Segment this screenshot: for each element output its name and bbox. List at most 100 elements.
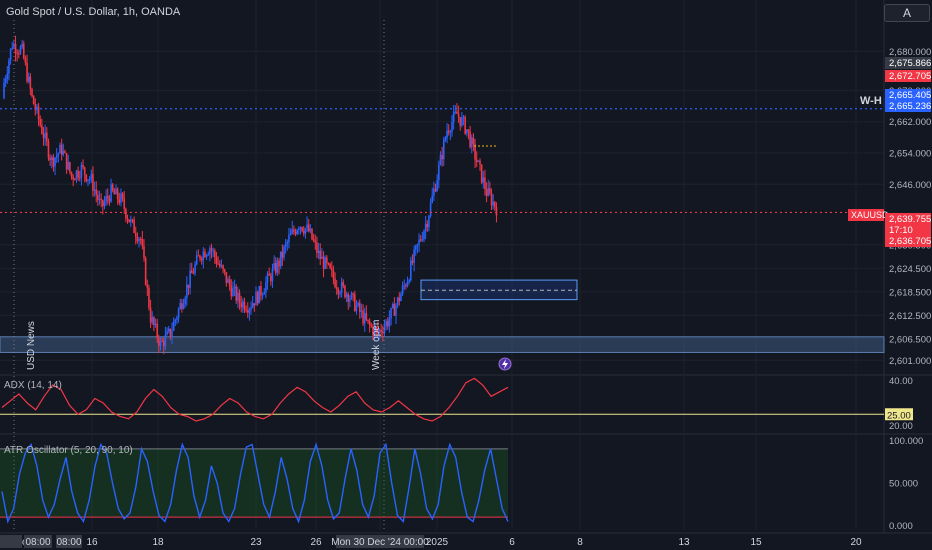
- candle-body: [184, 298, 186, 305]
- candle-body: [265, 282, 267, 293]
- candle-body: [484, 177, 486, 190]
- candle-body: [151, 317, 154, 323]
- candle-body: [200, 258, 203, 261]
- candle-body: [357, 302, 359, 306]
- candle-body: [21, 43, 23, 48]
- atr-tick-label: 100.000: [889, 436, 923, 447]
- candle-body: [477, 160, 480, 162]
- candle-body: [490, 193, 493, 206]
- candle-body: [447, 130, 450, 133]
- candle-body: [390, 307, 392, 319]
- candle-body: [307, 224, 310, 232]
- candle-body: [204, 251, 206, 258]
- price-tick-label: 2,624.500: [889, 264, 931, 275]
- atr-oscillator-pane[interactable]: 100.000 50.000 0.000: [0, 436, 923, 532]
- candle-body: [177, 308, 180, 318]
- candle-body: [189, 270, 191, 288]
- price-label: 2,672.705: [889, 71, 931, 82]
- candle-body: [298, 228, 300, 231]
- time-label-box: [56, 535, 82, 548]
- candle-body: [276, 260, 279, 273]
- candle-body: [69, 162, 71, 172]
- candle-body: [245, 309, 247, 311]
- candle-body: [54, 157, 56, 167]
- atr-band: [0, 448, 508, 518]
- candle-body: [462, 117, 465, 119]
- candle-body: [190, 270, 193, 274]
- candle-body: [13, 43, 15, 48]
- candle-body: [215, 257, 218, 264]
- candle-body: [429, 202, 432, 217]
- time-axis[interactable]: Dec '2416182326Mon 30 Dec '24 00:0020256…: [0, 535, 862, 548]
- price-label-box: [885, 100, 931, 112]
- price-tick-label: 2,601.000: [889, 356, 931, 367]
- candle-body: [401, 285, 404, 294]
- candle-body: [141, 239, 144, 247]
- candle-body: [326, 257, 328, 264]
- candle-body: [347, 294, 350, 302]
- candle-body: [39, 119, 42, 126]
- candle-body: [186, 284, 188, 299]
- adx-tick-label: 20.00: [889, 421, 913, 432]
- candle-body: [301, 227, 303, 232]
- candle-body: [19, 47, 22, 54]
- atr-oscillator-title[interactable]: ATR Oscillator (5, 20, 90, 10): [4, 445, 133, 456]
- candle-body: [246, 310, 249, 313]
- candle-body: [335, 287, 338, 290]
- candle-body: [284, 243, 287, 247]
- adx-tick-label: 40.00: [889, 376, 913, 387]
- candle-body: [88, 179, 91, 181]
- price-tick-label: 2,618.500: [889, 287, 931, 298]
- candle-body: [103, 201, 106, 207]
- candle-body: [464, 117, 466, 134]
- candle-body: [95, 189, 98, 195]
- candle-body: [14, 43, 17, 54]
- candle-body: [174, 319, 177, 322]
- candle-body: [494, 201, 496, 208]
- candle-body: [395, 305, 397, 316]
- candle-body: [197, 255, 200, 257]
- adx-line: [1, 377, 509, 422]
- candle-body: [388, 318, 391, 327]
- candle-body: [230, 286, 233, 297]
- price-label: 2,636.705: [889, 236, 931, 247]
- candle-body: [382, 332, 384, 334]
- candle-body: [202, 251, 205, 261]
- candle-body: [83, 167, 86, 175]
- price-label-box: [885, 70, 931, 82]
- candle-body: [314, 240, 317, 243]
- candle-body: [391, 303, 394, 308]
- candle-body: [55, 155, 58, 158]
- auto-scale-button[interactable]: A: [884, 4, 930, 22]
- adx-pane[interactable]: 25.00 40.00 20.00: [0, 376, 913, 432]
- adx-title[interactable]: ADX (14, 14): [4, 380, 62, 391]
- candle-body: [46, 132, 48, 142]
- candle-body: [480, 164, 483, 183]
- candle-body: [316, 242, 318, 254]
- candle-body: [11, 47, 14, 49]
- candle-body: [237, 292, 239, 301]
- candle-body: [309, 228, 312, 232]
- candle-body: [419, 239, 422, 241]
- candle-body: [87, 179, 89, 182]
- candle-body: [97, 194, 99, 200]
- candle-body: [228, 279, 231, 287]
- candle-body: [416, 244, 419, 246]
- price-pane[interactable]: W-H USD News Week open: [0, 20, 885, 530]
- candle-body: [115, 188, 117, 195]
- price-tick-label: 2,662.000: [889, 117, 931, 128]
- candle-body: [423, 230, 425, 240]
- candle-body: [408, 280, 410, 282]
- price-label-box: [885, 89, 931, 101]
- candle-body: [225, 272, 228, 283]
- candle-body: [410, 260, 412, 281]
- candle-body: [405, 285, 407, 287]
- time-tick-label: 8: [577, 537, 583, 548]
- candle-body: [153, 317, 155, 326]
- chart-title: Gold Spot / U.S. Dollar, 1h, OANDA: [6, 6, 181, 18]
- candle-body: [80, 164, 83, 178]
- candle-body: [253, 303, 256, 306]
- candle-body: [367, 319, 369, 322]
- candle-body: [495, 207, 498, 216]
